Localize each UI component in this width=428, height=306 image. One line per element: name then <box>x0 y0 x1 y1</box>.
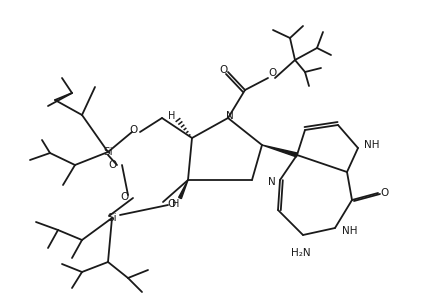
Text: H: H <box>168 111 175 121</box>
Text: H: H <box>172 199 180 209</box>
Text: O: O <box>130 125 138 135</box>
Text: Si: Si <box>103 147 113 157</box>
Text: N: N <box>268 177 276 187</box>
Text: O: O <box>108 160 116 170</box>
Text: NH: NH <box>364 140 380 150</box>
Text: NH: NH <box>342 226 358 236</box>
Text: O: O <box>120 192 128 202</box>
Text: O: O <box>381 188 389 198</box>
Polygon shape <box>262 145 297 157</box>
Polygon shape <box>178 180 188 199</box>
Text: O: O <box>219 65 227 75</box>
Text: O: O <box>269 68 277 78</box>
Text: H₂N: H₂N <box>291 248 311 258</box>
Text: N: N <box>226 111 234 121</box>
Text: O: O <box>167 199 175 209</box>
Text: Si: Si <box>107 213 117 223</box>
